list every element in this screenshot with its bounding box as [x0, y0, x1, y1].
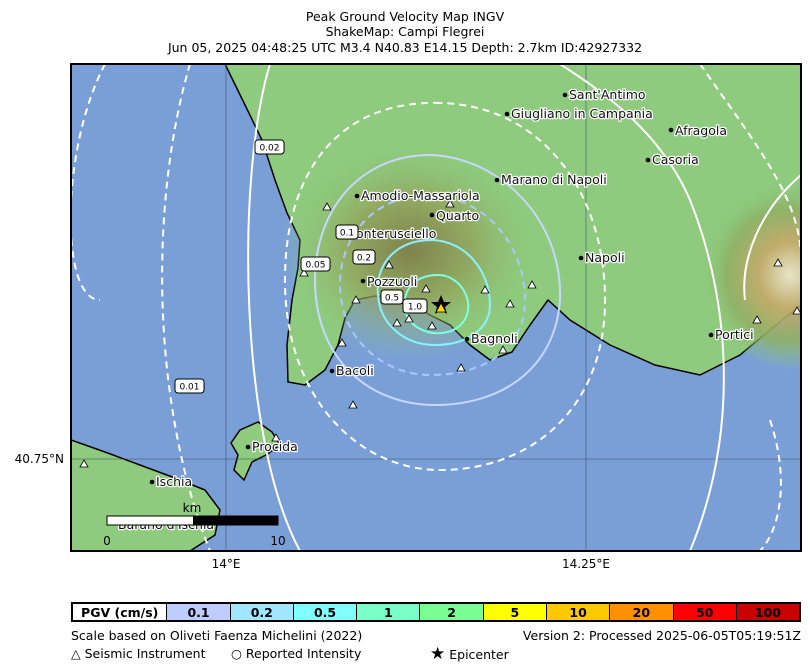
- contour-001-outer: [71, 64, 106, 301]
- city-label: Ischia: [156, 474, 192, 489]
- city-markers: [149, 92, 714, 485]
- shakemap: Sant'Antimo Giugliano in Campania Afrago…: [15, 63, 802, 571]
- city-label: Quarto: [436, 208, 479, 223]
- legend-key-epicenter: ★ Epicenter: [430, 644, 509, 664]
- legend-bin: 0.2: [229, 604, 293, 620]
- star-icon: ★: [430, 644, 446, 664]
- contour-label: 0.5: [380, 289, 404, 305]
- svg-text:0.02: 0.02: [259, 144, 279, 154]
- circle-icon: ○: [231, 646, 242, 661]
- scale-bar: km 0 10: [103, 501, 285, 548]
- pgv-legend: PGV (cm/s) 0.1 0.2 0.5 1 2 5 10 20 50 10…: [71, 602, 801, 622]
- legend-title: PGV (cm/s): [73, 604, 167, 620]
- contour-02: [338, 193, 527, 377]
- triangle-icon: △: [71, 646, 81, 661]
- contour-002-east: [743, 174, 801, 301]
- contour-001-se: [759, 419, 782, 551]
- legend-bin: 0.5: [292, 604, 357, 620]
- scale-note: Scale based on Oliveti Faenza Michelini …: [71, 628, 363, 643]
- svg-text:0.2: 0.2: [357, 254, 371, 264]
- campi-flegrei-relief: [280, 140, 540, 360]
- contour-label: 0.1: [335, 224, 359, 240]
- seismic-instruments: [79, 199, 801, 468]
- contour-005: [283, 101, 607, 472]
- legend-bin: 50: [672, 604, 736, 620]
- key-instrument-label: Seismic Instrument: [84, 646, 206, 661]
- contour-01: [313, 153, 562, 407]
- contour-001: [161, 64, 211, 551]
- map-title: Peak Ground Velocity Map INGV: [305, 9, 505, 24]
- city-label: Giugliano in Campania: [511, 106, 653, 121]
- contour-labels: 0.01 0.02 0.05 0.1 0.2 0.5 1.0: [174, 139, 428, 394]
- contour-label: 1.0: [402, 298, 428, 314]
- city-label: Marano di Napoli: [501, 172, 607, 187]
- lon-tick-label: 14°E: [212, 557, 241, 571]
- contour-label: 0.2: [352, 249, 376, 265]
- scale-bar-unit: km: [183, 501, 202, 515]
- contour-label: 0.05: [300, 256, 331, 272]
- city-label: Napoli: [585, 250, 625, 265]
- scale-bar-min: 0: [103, 534, 111, 548]
- svg-text:1.0: 1.0: [408, 303, 423, 313]
- map-subtitle: ShakeMap: Campi Flegrei: [325, 24, 485, 39]
- legend-key-intensity: ○ Reported Intensity: [231, 646, 361, 661]
- legend-bin: 100: [735, 604, 800, 620]
- event-details: Jun 05, 2025 04:48:25 UTC M3.4 N40.83 E1…: [167, 40, 643, 55]
- key-intensity-label: Reported Intensity: [245, 646, 362, 661]
- legend-bin: 10: [545, 604, 610, 620]
- city-label: onterusciello: [356, 226, 436, 241]
- city-label: Portici: [715, 327, 754, 342]
- procida-island: [230, 421, 282, 482]
- svg-text:0.05: 0.05: [305, 261, 325, 271]
- contour-002: [247, 64, 725, 551]
- contour-10: [403, 273, 470, 335]
- svg-text:0.5: 0.5: [385, 294, 399, 304]
- epicenter-station-icon: [435, 302, 447, 313]
- lat-tick-label: 40.75°N: [15, 452, 64, 466]
- city-labels: Sant'Antimo Giugliano in Campania Afrago…: [117, 86, 755, 534]
- legend-bin: 1: [356, 604, 420, 620]
- contour-label: 0.02: [254, 139, 285, 155]
- city-label: Amodio-Massariola: [361, 188, 480, 203]
- legend-key-instrument: △ Seismic Instrument: [71, 646, 206, 661]
- legend-bin: 2: [419, 604, 483, 620]
- lon-tick-label: 14.25°E: [562, 557, 610, 571]
- version-info: Version 2: Processed 2025-06-05T05:19:51…: [522, 628, 801, 643]
- city-label: Sant'Antimo: [569, 87, 646, 102]
- legend-bin: 0.1: [166, 604, 230, 620]
- legend-bin: 5: [482, 604, 546, 620]
- city-label: Bagnoli: [471, 331, 518, 346]
- city-label: Procida: [252, 439, 298, 454]
- legend-bin: 20: [609, 604, 673, 620]
- svg-text:0.01: 0.01: [179, 383, 199, 393]
- svg-text:0.1: 0.1: [340, 229, 354, 239]
- city-label: Bacoli: [336, 363, 374, 378]
- contour-001-east: [699, 64, 801, 261]
- scale-bar-max: 10: [270, 534, 285, 548]
- city-label: Casoria: [652, 152, 699, 167]
- city-label: Pozzuoli: [367, 274, 417, 289]
- city-label: Afragola: [675, 123, 727, 138]
- contour-05: [376, 238, 492, 347]
- key-epicenter-label: Epicenter: [449, 647, 509, 662]
- vesuvius-relief: [700, 180, 801, 370]
- map-frame: [70, 63, 802, 552]
- contour-label: 0.01: [174, 378, 205, 394]
